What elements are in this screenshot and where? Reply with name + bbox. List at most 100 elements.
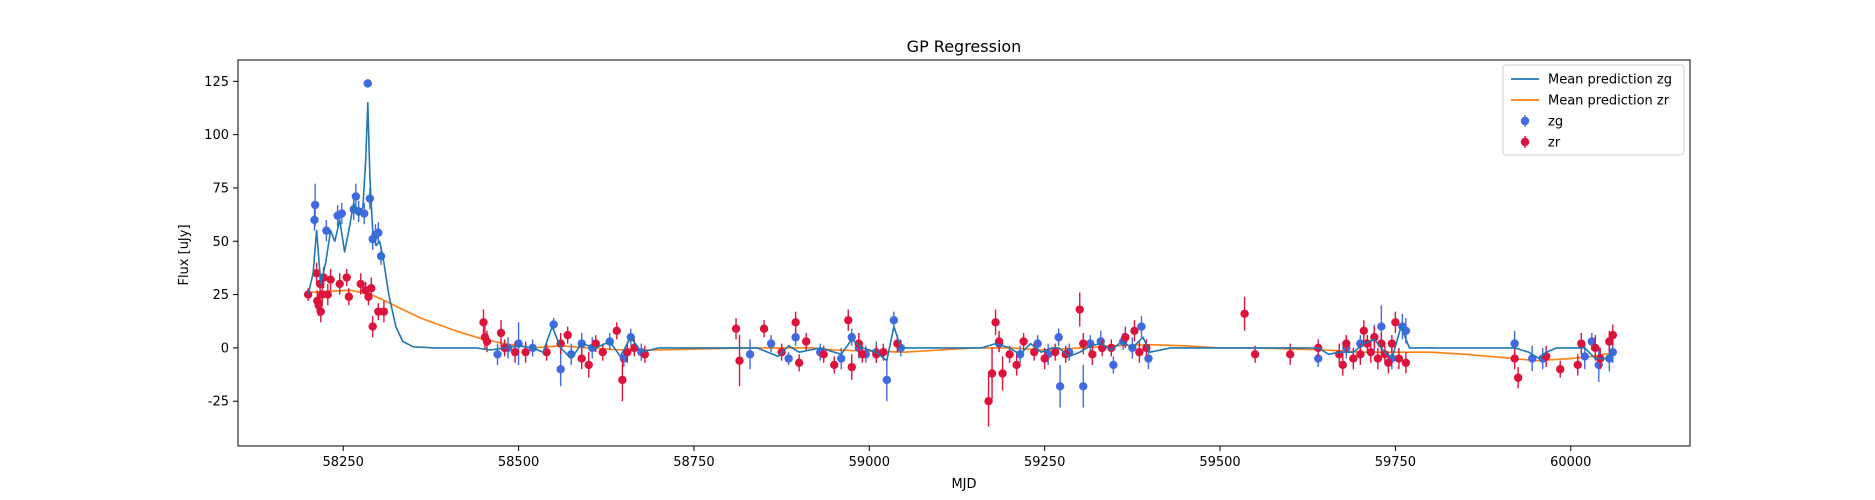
- data-point-zr-69: [1088, 350, 1097, 359]
- data-point-zg-31: [791, 333, 800, 342]
- data-point-zg-8: [360, 209, 369, 218]
- data-point-zg-15: [493, 350, 502, 359]
- data-point-zr-91: [1380, 350, 1390, 359]
- data-point-zr-77: [1250, 350, 1260, 359]
- data-point-zr-62: [1019, 337, 1028, 346]
- legend-item-mean-prediction-zg-label: Mean prediction zg: [1548, 73, 1672, 88]
- data-point-zr-71: [1107, 343, 1116, 353]
- plot-frame: [237, 59, 1691, 447]
- data-point-zg-56: [1314, 354, 1323, 363]
- data-point-zr-16: [367, 283, 376, 293]
- data-point-zr-95: [1394, 354, 1404, 363]
- data-point-zr-81: [1338, 360, 1347, 370]
- data-point-zr-1: [312, 269, 321, 278]
- data-point-zg-13: [374, 228, 383, 237]
- y-tick-label--25: -25: [208, 395, 229, 410]
- legend-item-mean-prediction-zr-label: Mean prediction zr: [1548, 94, 1670, 109]
- data-point-zg-30: [784, 354, 793, 363]
- data-point-zr-35: [618, 375, 627, 385]
- data-point-zr-68: [1079, 339, 1088, 348]
- data-point-zr-93: [1387, 339, 1397, 348]
- data-point-zr-101: [1573, 360, 1582, 370]
- data-point-zg-33: [837, 354, 846, 363]
- legend-item-zg-label: zg: [1548, 115, 1563, 130]
- y-tick-label-25: 25: [212, 288, 229, 303]
- data-point-zr-89: [1373, 354, 1383, 363]
- data-point-zg-14: [376, 251, 386, 261]
- data-point-zg-51: [1109, 360, 1118, 370]
- legend-box: [1502, 64, 1685, 156]
- data-point-zg-20: [556, 365, 565, 374]
- data-point-zr-12: [344, 292, 354, 301]
- y-axis-label: Flux [uJy]: [177, 224, 192, 285]
- data-point-zr-11: [342, 273, 351, 282]
- data-point-zg-29: [766, 339, 776, 348]
- series-line-mean-prediction-zg: [307, 101, 1614, 362]
- legend-item-mean-prediction-zr: Mean prediction zr: [1511, 94, 1670, 109]
- data-point-zr-78: [1285, 350, 1295, 359]
- series-points-zr: [303, 262, 1618, 427]
- data-point-zg-64: [1510, 339, 1519, 348]
- legend-item-zr-swatch: [1520, 137, 1530, 147]
- data-point-zg-67: [1580, 352, 1589, 361]
- x-tick-label-58750: 58750: [673, 455, 714, 470]
- data-point-zg-1: [310, 200, 320, 210]
- data-point-zg-55: [1144, 354, 1153, 363]
- data-point-zr-99: [1542, 352, 1551, 361]
- legend: Mean prediction zg Mean prediction zr zg zr: [1502, 64, 1685, 156]
- legend-item-zg-swatch: [1520, 116, 1530, 126]
- data-point-zr-103: [1591, 343, 1600, 353]
- y-tick-label-75: 75: [212, 181, 229, 196]
- data-point-zr-22: [482, 337, 492, 346]
- data-point-zr-82: [1342, 339, 1351, 348]
- data-point-zr-29: [563, 330, 572, 340]
- data-point-zg-6: [351, 192, 361, 201]
- data-point-zg-54: [1137, 322, 1146, 331]
- data-point-zg-34: [847, 333, 856, 342]
- data-point-zr-25: [510, 347, 520, 357]
- data-point-zr-92: [1384, 358, 1393, 368]
- data-point-zr-88: [1370, 333, 1379, 342]
- data-point-zg-68: [1587, 337, 1596, 346]
- data-point-zr-74: [1135, 347, 1144, 357]
- data-point-zr-47: [830, 360, 839, 370]
- data-point-zr-83: [1349, 354, 1358, 363]
- data-point-zr-76: [1240, 309, 1249, 318]
- data-point-zg-2: [322, 226, 331, 235]
- y-tick-label-50: 50: [212, 235, 229, 250]
- data-point-zr-40: [735, 356, 744, 365]
- data-point-zr-33: [598, 347, 607, 357]
- data-point-zr-19: [379, 307, 389, 316]
- data-point-zr-49: [847, 362, 856, 372]
- data-point-zr-39: [731, 324, 741, 333]
- data-point-zr-60: [1005, 350, 1014, 359]
- data-point-zg-60: [1377, 322, 1386, 331]
- data-point-zr-67: [1075, 305, 1084, 314]
- series-line-mean-prediction-zr: [308, 289, 1617, 362]
- data-point-zr-63: [1029, 347, 1039, 357]
- data-point-zr-59: [998, 369, 1007, 378]
- data-point-zr-46: [819, 350, 828, 359]
- data-point-zg-4: [337, 209, 347, 218]
- x-tick-label-59250: 59250: [1024, 455, 1065, 470]
- data-point-zr-10: [335, 279, 344, 289]
- data-point-zg-45: [1054, 333, 1063, 342]
- legend-item-zr-label: zr: [1548, 136, 1561, 151]
- data-point-zr-9: [326, 275, 335, 284]
- data-point-zr-13: [356, 279, 365, 289]
- data-point-zr-26: [521, 347, 530, 357]
- data-point-zr-44: [794, 358, 804, 368]
- data-point-zr-100: [1556, 365, 1565, 374]
- data-point-zg-10: [365, 194, 375, 203]
- data-point-zr-45: [801, 337, 811, 346]
- data-layer: [303, 79, 1618, 427]
- x-tick-label-59500: 59500: [1199, 455, 1240, 470]
- data-point-zr-98: [1513, 373, 1523, 382]
- data-point-zr-65: [1050, 347, 1060, 357]
- y-tick-label-125: 125: [204, 75, 229, 90]
- data-point-zr-85: [1359, 326, 1369, 336]
- data-point-zr-5: [316, 307, 325, 316]
- plot-area: [303, 79, 1618, 427]
- data-point-zr-94: [1391, 318, 1400, 327]
